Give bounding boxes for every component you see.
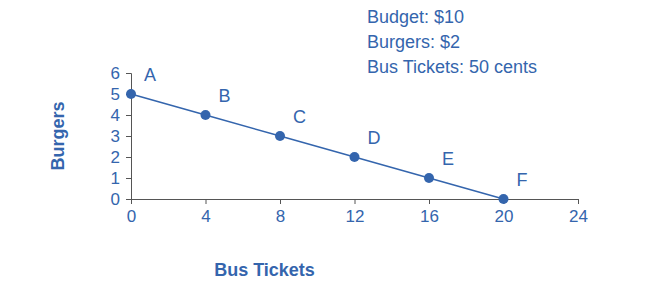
y-tick-label: 2 xyxy=(111,148,120,167)
y-tick: 6 xyxy=(111,64,131,83)
annotations: Budget: $10 Burgers: $2 Bus Tickets: 50 ce… xyxy=(367,7,537,77)
x-tick: 24 xyxy=(569,199,588,226)
x-tick: 12 xyxy=(346,199,365,226)
x-axis-line xyxy=(132,200,579,205)
x-tick: 16 xyxy=(420,199,439,226)
x-tick: 4 xyxy=(201,199,210,226)
y-tick: 4 xyxy=(111,106,131,125)
x-axis-title: Bus Tickets xyxy=(214,260,315,280)
x-tick: 0 xyxy=(127,199,136,226)
y-tick-mark xyxy=(126,178,131,179)
plot-area xyxy=(126,89,509,204)
x-tick-label: 12 xyxy=(346,207,365,226)
point-label: E xyxy=(442,149,454,169)
x-tick-mark xyxy=(429,199,430,204)
y-tick-mark xyxy=(126,199,131,200)
point-label: B xyxy=(219,86,231,106)
point-label: A xyxy=(144,65,156,85)
point-label: D xyxy=(368,128,381,148)
y-tick-label: 4 xyxy=(111,106,120,125)
point xyxy=(126,89,136,99)
budget-line xyxy=(131,94,504,199)
y-tick-label: 3 xyxy=(111,127,120,146)
point xyxy=(499,194,509,204)
y-tick-label: 0 xyxy=(111,190,120,209)
x-tick-mark xyxy=(355,199,356,204)
y-tick: 3 xyxy=(111,127,131,146)
point xyxy=(350,152,360,162)
y-tick: 2 xyxy=(111,148,131,167)
y-tick: 1 xyxy=(111,169,131,188)
x-tick-label: 16 xyxy=(420,207,439,226)
point xyxy=(275,131,285,141)
y-tick-mark xyxy=(126,73,131,74)
annotation: Budget: $10 xyxy=(367,7,464,27)
x-tick-label: 24 xyxy=(569,207,588,226)
x-tick-mark xyxy=(206,199,207,204)
y-tick-label: 5 xyxy=(111,85,120,104)
y-tick-mark xyxy=(126,157,131,158)
x-axis: 0 4 8 12 16 20 24 xyxy=(127,199,588,226)
annotation: Bus Tickets: 50 cents xyxy=(367,57,537,77)
point-label: C xyxy=(293,107,306,127)
y-axis-title: Burgers xyxy=(48,101,68,170)
y-tick: 0 xyxy=(111,190,131,209)
x-tick-mark xyxy=(280,199,281,204)
y-tick-mark xyxy=(126,115,131,116)
x-tick-label: 0 xyxy=(127,207,136,226)
point-labels: A B C D E F xyxy=(144,65,528,190)
chart: 048121620240123456ABCDEFBudget: $10Burge… xyxy=(0,0,650,289)
point xyxy=(201,110,211,120)
x-tick: 8 xyxy=(276,199,285,226)
x-tick-label: 8 xyxy=(276,207,285,226)
point xyxy=(424,173,434,183)
x-tick-mark xyxy=(578,199,579,204)
y-axis: 0 1 2 3 4 5 6 xyxy=(111,64,132,209)
y-tick-label: 1 xyxy=(111,169,120,188)
point-label: F xyxy=(517,170,528,190)
x-tick-label: 4 xyxy=(201,207,210,226)
y-tick-label: 6 xyxy=(111,64,120,83)
annotation: Burgers: $2 xyxy=(367,32,460,52)
x-tick-label: 20 xyxy=(495,207,514,226)
y-tick-mark xyxy=(126,136,131,137)
